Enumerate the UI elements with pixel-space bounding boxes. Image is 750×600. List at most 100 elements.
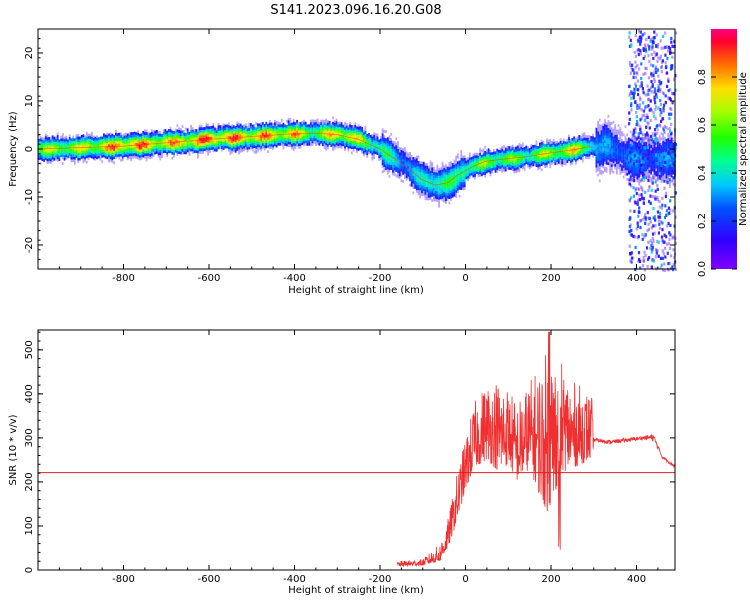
spectrogram-cell	[58, 147, 61, 151]
spectrogram-cell	[183, 143, 186, 147]
spectrogram-cell	[361, 132, 363, 135]
spectrogram-cell	[111, 160, 114, 163]
spectrogram-cell	[633, 152, 635, 155]
spectrogram-cell	[486, 170, 488, 174]
spectrogram-cell	[91, 152, 93, 156]
spectrogram-cell	[422, 185, 425, 189]
spectrogram-cell	[275, 136, 278, 140]
spectrogram-cell	[111, 133, 114, 137]
spectrogram-cell	[443, 191, 446, 195]
spectrogram-noise-cell	[655, 52, 659, 56]
spectrogram-cell	[646, 143, 649, 146]
spectrogram-cell	[576, 141, 579, 145]
spectrogram-cell	[60, 146, 62, 150]
spectrogram-cell	[344, 143, 346, 146]
spectrogram-cell	[104, 150, 107, 154]
spectrogram-cell	[386, 137, 389, 141]
spectrogram-cell	[321, 124, 324, 128]
spectrogram-cell	[518, 145, 521, 149]
spectrogram-cell	[636, 168, 639, 172]
spectrogram-cell	[106, 140, 109, 144]
spectrogram-cell	[516, 164, 519, 167]
spectrogram-cell	[421, 179, 423, 183]
spectrogram-cell	[209, 128, 211, 132]
spectrogram-cell	[427, 171, 430, 174]
spectrogram-cell	[651, 147, 654, 151]
spectrogram-cell	[200, 132, 203, 136]
spectrogram-noise-cell	[637, 259, 640, 263]
spectrogram-cell	[265, 140, 268, 144]
spectrogram-cell	[598, 168, 601, 172]
spectrogram-cell	[575, 148, 577, 152]
spectrogram-cell	[383, 156, 386, 160]
spectrogram-cell	[576, 136, 579, 140]
spectrogram-cell	[85, 139, 88, 143]
spectrogram-noise-cell	[648, 45, 651, 49]
spectrogram-cell	[547, 160, 550, 164]
spectrogram-cell	[352, 140, 355, 144]
spectrogram-cell	[670, 148, 673, 152]
spectrogram-cell	[46, 140, 49, 143]
spectrogram-cell	[634, 141, 637, 145]
spectrogram-cell	[451, 163, 454, 166]
spectrogram-cell	[414, 183, 416, 187]
spectrogram-cell	[115, 132, 117, 136]
spectrogram-cell	[448, 169, 451, 173]
spectrogram-noise-cell	[650, 79, 653, 84]
spectrogram-cell	[607, 154, 610, 158]
spectrogram-cell	[638, 140, 640, 144]
spectrogram-cell	[446, 166, 449, 170]
spectrogram-cell	[72, 135, 74, 139]
spectrogram-cell	[665, 175, 668, 179]
spectrogram-cell	[609, 124, 611, 128]
spectrogram-cell	[525, 150, 528, 154]
spectrogram-cell	[530, 146, 533, 150]
spectrogram-noise-cell	[628, 171, 631, 175]
spectrogram-cell	[188, 145, 191, 148]
spectrogram-cell	[327, 130, 329, 134]
spectrogram-cell	[626, 167, 629, 171]
spectrogram-cell	[628, 142, 630, 146]
spectrogram-cell	[397, 143, 399, 147]
spectrogram-cell	[309, 132, 312, 136]
spectrogram-cell	[212, 136, 215, 139]
spectrogram-cell	[421, 182, 423, 186]
spectrogram-cell	[274, 130, 276, 134]
spectrogram-noise-cell	[657, 86, 660, 90]
spectrogram-cell	[612, 128, 615, 132]
spectrogram-cell	[409, 170, 411, 174]
spectrogram-cell	[419, 169, 422, 173]
spectrogram-cell	[561, 140, 564, 144]
spectrogram-noise-cell	[652, 111, 655, 115]
spectrogram-cell	[612, 149, 615, 153]
spectrogram-cell	[140, 149, 143, 152]
spectrogram-cell	[621, 152, 623, 155]
spectrogram-cell	[195, 150, 198, 153]
spectrogram-cell	[195, 144, 198, 148]
spectrogram-cell	[104, 139, 107, 143]
spectrogram-cell	[274, 122, 276, 126]
spectrogram-cell	[563, 143, 565, 147]
spectrogram-cell	[232, 125, 235, 129]
spectrogram-cell	[232, 149, 235, 152]
spectrogram-cell	[304, 137, 307, 141]
spectrogram-cell	[39, 138, 42, 142]
spectrogram-cell	[373, 153, 375, 157]
spectrogram-cell	[188, 137, 191, 140]
spectrogram-cell	[636, 166, 639, 169]
spectrogram-cell	[438, 178, 440, 182]
spectrogram-cell	[426, 179, 428, 182]
spectrogram-cell	[253, 139, 256, 143]
spectrogram-cell	[491, 170, 493, 174]
spectrogram-cell	[231, 137, 233, 141]
spectrogram-cell	[604, 145, 606, 149]
spectrogram-noise-cell	[635, 192, 638, 196]
spectrogram-cell	[462, 171, 464, 175]
spectrogram-cell	[624, 162, 627, 165]
spectrogram-cell	[448, 201, 451, 205]
spectrogram-cell	[366, 133, 369, 137]
spectrogram-noise-cell	[650, 168, 653, 172]
spectrogram-noise-cell	[669, 199, 672, 203]
spectrogram-cell	[402, 158, 404, 162]
spectrogram-cell	[118, 145, 121, 149]
